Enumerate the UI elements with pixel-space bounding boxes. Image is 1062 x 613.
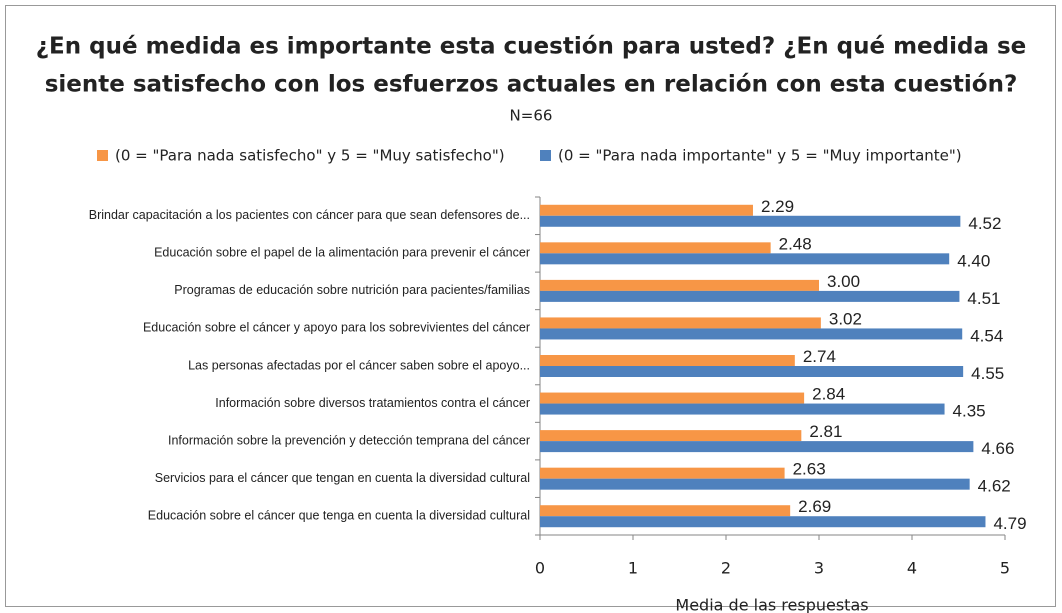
legend-swatch (97, 150, 108, 161)
data-label: 3.00 (827, 272, 860, 291)
x-tick-label: 4 (907, 559, 917, 578)
data-label: 4.35 (953, 402, 986, 421)
data-label: 4.55 (971, 364, 1004, 383)
y-tick-label: Programas de educación sobre nutrición p… (174, 283, 530, 297)
bar (540, 355, 795, 366)
chart-border (5, 5, 1056, 607)
legend-swatch (540, 150, 551, 161)
data-label: 4.54 (970, 326, 1003, 345)
bar (540, 317, 821, 329)
data-label: 4.51 (967, 289, 1000, 308)
bar (540, 328, 963, 340)
data-label: 4.40 (957, 251, 990, 270)
bar (540, 403, 945, 415)
y-tick-label: Educación sobre el cáncer que tenga en c… (148, 509, 530, 523)
data-label: 2.69 (798, 497, 831, 516)
legend-label: (0 = "Para nada importante" y 5 = "Muy i… (558, 147, 962, 165)
y-tick-label: Información sobre diversos tratamientos … (215, 396, 530, 410)
bar (540, 467, 785, 479)
legend-label: (0 = "Para nada satisfecho" y 5 = "Muy s… (115, 147, 505, 165)
bar (540, 505, 791, 517)
y-tick-label: Educación sobre el papel de la alimentac… (154, 246, 530, 260)
bar (540, 215, 961, 227)
x-tick-label: 3 (814, 559, 824, 578)
y-tick-label: Brindar capacitación a los pacientes con… (89, 208, 530, 222)
bar (540, 430, 802, 442)
x-tick-label: 1 (628, 559, 638, 578)
bar (540, 516, 986, 528)
bar (540, 242, 771, 254)
data-label: 2.63 (793, 460, 826, 479)
data-label: 2.81 (809, 422, 842, 441)
y-tick-label: Servicios para el cáncer que tengan en c… (155, 471, 530, 485)
y-tick-label: Información sobre la prevención y detecc… (168, 433, 530, 447)
y-tick-label: Las personas afectadas por el cáncer sab… (188, 358, 530, 372)
bar (540, 253, 950, 265)
data-label: 3.02 (829, 309, 862, 328)
data-label: 2.29 (761, 197, 794, 216)
data-label: 2.84 (812, 385, 845, 404)
bar (540, 478, 970, 490)
bar (540, 290, 960, 302)
chart-title: siente satisfecho con los esfuerzos actu… (45, 72, 1018, 98)
bar (540, 204, 753, 216)
bar (540, 441, 974, 453)
y-tick-label: Educación sobre el cáncer y apoyo para l… (143, 321, 530, 335)
x-tick-label: 2 (721, 559, 731, 578)
data-label: 4.62 (978, 477, 1011, 496)
x-axis-title: Media de las respuestas (675, 596, 868, 613)
data-label: 4.66 (981, 439, 1014, 458)
data-label: 4.79 (993, 514, 1026, 533)
x-tick-label: 5 (1000, 559, 1010, 578)
data-label: 2.74 (803, 347, 836, 366)
chart-subtitle: N=66 (510, 107, 553, 125)
chart-title: ¿En qué medida es importante esta cuesti… (36, 34, 1027, 60)
bar (540, 366, 964, 377)
x-tick-label: 0 (535, 559, 545, 578)
bar (540, 392, 805, 404)
data-label: 2.48 (779, 234, 812, 253)
bar (540, 279, 819, 291)
data-label: 4.52 (968, 214, 1001, 233)
